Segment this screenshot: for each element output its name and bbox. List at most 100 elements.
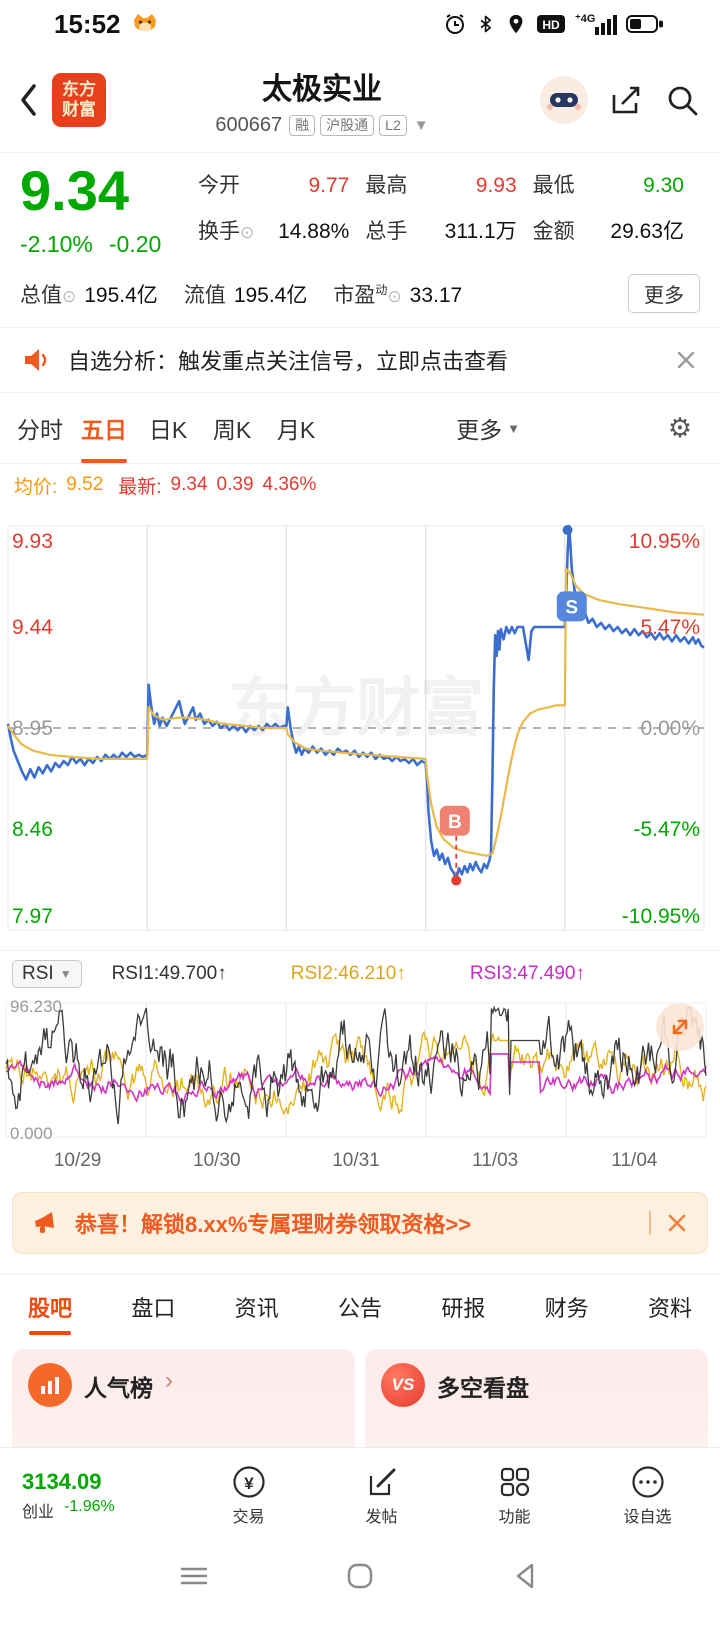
back-button[interactable] [18, 82, 40, 118]
change-percent: -2.10% [20, 231, 93, 257]
content-tab-财务[interactable]: 财务 [544, 1296, 589, 1321]
page-title: 太极实业 [262, 72, 382, 106]
last-percent: 4.36% [262, 474, 317, 495]
date-label: 11/03 [472, 1150, 519, 1171]
gear-icon[interactable]: ⚙ [667, 412, 693, 443]
quote-panel: 9.34 -2.10% -0.20 今开 9.77 最高 9.93 最低 9.30 换手⊙ 1… [0, 153, 720, 327]
system-navigation [0, 1542, 720, 1650]
stat-流值: 流值 195.4亿 [183, 283, 308, 307]
date-label: 11/04 [611, 1150, 658, 1171]
vs-icon: VS [381, 1363, 425, 1407]
index-percent: -1.96% [64, 1497, 115, 1515]
feature-cards: 人气榜 › VS 多空看盘 [0, 1339, 720, 1447]
stat-总值: 总值⊙ 195.4亿 [20, 283, 158, 307]
speaker-icon [25, 349, 47, 371]
rsi-chart[interactable] [0, 997, 720, 1141]
stock-badge: L2 [379, 114, 407, 136]
date-label: 10/30 [193, 1150, 241, 1171]
change-amount: -0.20 [108, 231, 162, 257]
stock-badges: 融沪股通 L2 [289, 114, 407, 136]
chart-tab-周K[interactable]: 周K [212, 417, 252, 443]
svg-text:东方财富: 东方财富 [228, 672, 484, 744]
tab-more[interactable]: 更多 ▼ [456, 417, 520, 443]
rsi-value: RSI2:46.210↑ [290, 963, 406, 984]
eastmoney-logo: 东方 财富 [52, 73, 106, 127]
indicator-header: RSI ▼ RSI1:49.700↑ RSI2:46.210↑ RSI3:47.49… [0, 950, 720, 997]
last-price: 9.34 [20, 159, 129, 222]
status-bar: 15:52 HD ⁺4G [0, 0, 720, 48]
rsi-max-label: 96.230 [10, 997, 62, 1016]
card-title: 人气榜 [84, 1375, 153, 1401]
search-icon[interactable] [662, 80, 702, 120]
share-icon[interactable] [606, 80, 646, 120]
clock: 15:52 [54, 8, 121, 39]
svg-text:10.95%: 10.95% [629, 530, 700, 553]
menu-icon[interactable] [176, 1560, 212, 1592]
battery-icon [626, 15, 663, 33]
chevron-down-icon: ▼ [507, 420, 520, 436]
promo-text: 恭喜！解锁8.xx%专属理财券领取资格>> [75, 1212, 472, 1237]
post-button[interactable]: 发帖 [315, 1464, 448, 1527]
hd-badge-icon: HD [537, 15, 565, 33]
chevron-down-icon[interactable]: ▼ [413, 116, 429, 134]
content-tab-股吧[interactable]: 股吧 [28, 1275, 72, 1339]
features-button[interactable]: 功能 [448, 1464, 581, 1527]
signal-alert-bar[interactable]: 自选分析：触发重点关注信号，立即点击查看 [0, 327, 720, 393]
stat-金额: 金额 29.63亿 [532, 220, 684, 243]
close-icon[interactable] [665, 1211, 689, 1235]
popularity-rank-card[interactable]: 人气榜 › [12, 1349, 355, 1447]
chart-tabs: 分时 五日 日K 周K 月K 更多 ▼ ⚙ [0, 393, 720, 464]
divider [649, 1211, 651, 1235]
bluetooth-icon [480, 15, 491, 33]
yen-circle-icon: ¥ [232, 1465, 265, 1498]
quote-bottom-items: 总值⊙ 195.4亿 流值 195.4亿 市盈动⊙ 33.17 [20, 279, 462, 309]
content-tab-研报[interactable]: 研报 [441, 1296, 486, 1321]
chart-tab-日K[interactable]: 日K [148, 417, 188, 443]
avg-label: 均价: [14, 476, 58, 498]
bull-bear-card[interactable]: VS 多空看盘 [365, 1349, 708, 1447]
signal-4g-icon: ⁺4G [575, 13, 617, 35]
svg-text:⁺4G: ⁺4G [575, 13, 595, 25]
promo-banner[interactable]: 恭喜！解锁8.xx%专属理财券领取资格>> [12, 1192, 708, 1254]
more-button[interactable]: 更多 [628, 274, 700, 313]
svg-text:HD: HD [542, 18, 560, 32]
close-icon[interactable] [674, 348, 698, 372]
stat-总手: 总手 311.1万 [365, 220, 517, 243]
rsi-min-label: 0.000 [10, 1124, 53, 1143]
expand-icon[interactable] [656, 1003, 704, 1051]
svg-text:9.93: 9.93 [12, 530, 53, 553]
last-change: 0.39 [216, 474, 254, 495]
indicator-selector[interactable]: RSI ▼ [12, 960, 82, 988]
chart-legend: 均价: 9.52 最新: 9.34 0.39 4.36% [0, 464, 720, 506]
chart-tab-月K[interactable]: 月K [276, 417, 316, 443]
chart-tab-分时[interactable]: 分时 [17, 417, 63, 443]
back-nav-icon[interactable] [508, 1560, 544, 1592]
content-tab-资讯[interactable]: 资讯 [234, 1296, 279, 1321]
content-tab-资料[interactable]: 资料 [647, 1296, 692, 1321]
content-tab-盘口[interactable]: 盘口 [131, 1296, 176, 1321]
card-title: 多空看盘 [437, 1375, 529, 1401]
stat-换手: 换手⊙ 14.88% [198, 220, 350, 243]
trade-button[interactable]: ¥ 交易 [182, 1464, 315, 1527]
chart-tab-list: 分时 五日 日K 周K 月K [8, 393, 328, 463]
chevron-right-icon: › [165, 1367, 173, 1394]
add-watchlist-button[interactable]: 设自选 [581, 1464, 714, 1527]
ai-assistant-button[interactable] [538, 74, 590, 126]
last-value: 9.34 [170, 474, 208, 495]
header: 东方 财富 太极实业 600667 融沪股通 L2 ▼ [0, 48, 720, 153]
stock-badge: 沪股通 [320, 114, 375, 136]
stat-最高: 最高 9.93 [365, 174, 517, 197]
svg-text:8.46: 8.46 [12, 818, 53, 841]
home-icon[interactable] [342, 1560, 378, 1592]
svg-text:8.95: 8.95 [12, 717, 53, 740]
chart-tab-五日[interactable]: 五日 [72, 393, 136, 463]
svg-text:9.44: 9.44 [12, 616, 53, 639]
rsi-value: RSI3:47.490↑ [469, 963, 585, 984]
index-quote[interactable]: 3134.09 创业 -1.96% [6, 1469, 182, 1522]
rsi-values: RSI1:49.700↑ RSI2:46.210↑ RSI3:47.490↑ [112, 963, 585, 985]
bottom-action-bar: 3134.09 创业 -1.96% ¥ 交易 发帖 功能 [0, 1447, 720, 1542]
content-tab-公告[interactable]: 公告 [337, 1296, 382, 1321]
svg-text:-5.47%: -5.47% [633, 818, 700, 841]
pencil-icon [369, 1468, 395, 1495]
five-day-price-chart[interactable]: 东方财富 B S 9.93 10.95% 9.44 5.47% 8.95 0.00% 8.46 -5… [0, 506, 720, 950]
